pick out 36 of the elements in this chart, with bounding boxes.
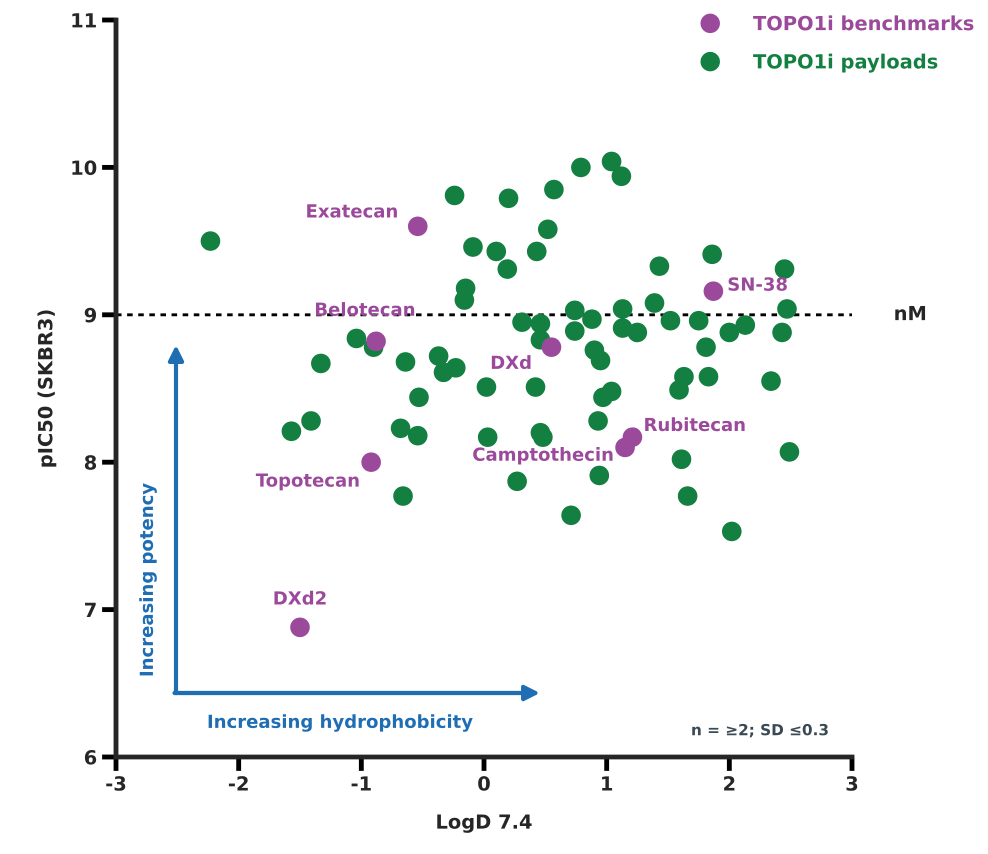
point xyxy=(290,617,310,638)
x-axis-title: LogD 7.4 xyxy=(437,814,532,833)
y-tick-label: 6 xyxy=(84,750,96,765)
point xyxy=(361,452,381,472)
annotation: Increasing potency xyxy=(139,483,157,676)
x-tick-label: -1 xyxy=(352,776,371,791)
x-tick-label: 3 xyxy=(846,776,858,791)
annotation: DXd2 xyxy=(274,590,326,605)
annotation: DXd xyxy=(492,355,531,370)
y-tick-label: 9 xyxy=(84,308,96,322)
annotation: SN-38 xyxy=(728,277,787,291)
y-tick-label: 11 xyxy=(72,13,96,28)
x-tick-label: 2 xyxy=(724,776,734,791)
point xyxy=(542,337,562,358)
y-tick-label: 10 xyxy=(72,160,96,176)
y-axis-title: pIC50 (SKBR3) xyxy=(38,310,56,467)
x-tick-label: -2 xyxy=(228,776,248,791)
annotation: Camptothecin xyxy=(473,447,613,465)
annotation: n = ≥2; SD ≤0.3 xyxy=(692,724,828,738)
ref-line-label: nM xyxy=(895,306,926,320)
annotation: Belotecan xyxy=(316,302,414,316)
point xyxy=(366,332,386,352)
point xyxy=(615,438,635,458)
annotation: Increasing hydrophobicity xyxy=(208,714,473,732)
legend-label: TOPO1i benchmarks xyxy=(753,15,974,30)
point xyxy=(704,281,724,302)
annotation: Exatecan xyxy=(307,204,397,218)
y-tick-label: 7 xyxy=(85,602,96,617)
annotation: Topotecan xyxy=(256,473,359,490)
point xyxy=(408,216,428,236)
y-tick-label: 8 xyxy=(84,455,96,470)
x-tick-label: 1 xyxy=(602,776,612,791)
x-tick-label: 0 xyxy=(478,776,490,791)
annotation: Rubitecan xyxy=(645,417,745,432)
legend-label: TOPO1i payloads xyxy=(753,54,938,73)
x-tick-label: -3 xyxy=(106,776,126,791)
